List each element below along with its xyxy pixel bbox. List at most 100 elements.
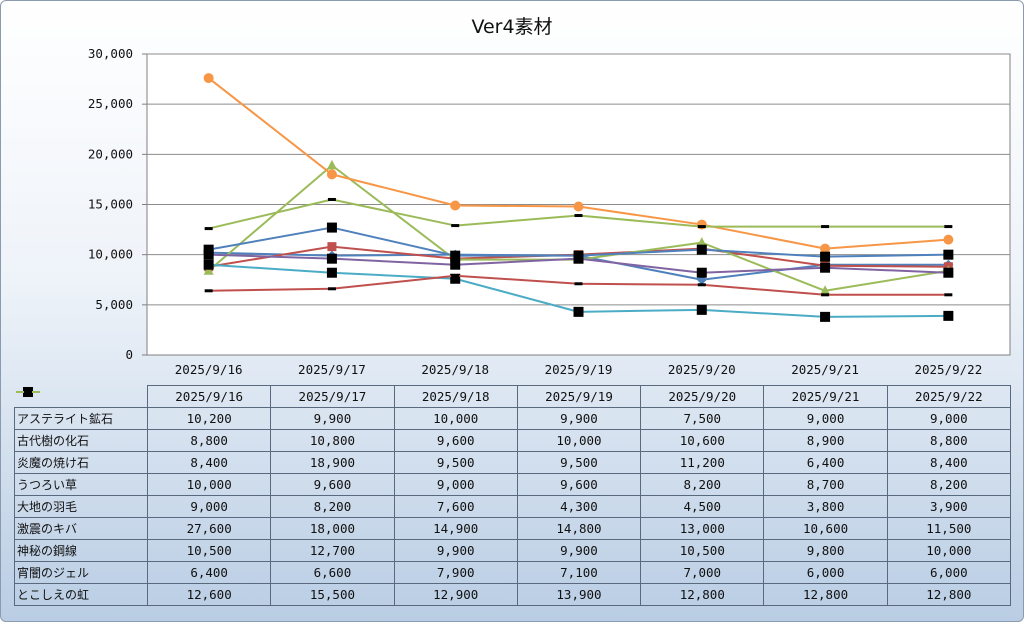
- legend-marker: [23, 390, 32, 393]
- table-cell: 12,900: [393, 583, 518, 606]
- y-tick-label: 20,000: [88, 146, 133, 161]
- data-point: [451, 274, 460, 278]
- table-cell: 9,500: [393, 451, 518, 474]
- table-cell: 12,800: [640, 583, 765, 606]
- table-column-header: 2025/9/16: [146, 385, 272, 408]
- series-name: 神秘の鋼線: [17, 544, 78, 558]
- table-cell: 9,000: [886, 407, 1011, 430]
- table-row: 炎魔の焼け石 8,400 18,900 9,500 9,500 11,200 6,400 8,…: [14, 386, 1011, 474]
- y-tick-label: 30,000: [88, 46, 133, 61]
- table-column-header: 2025/9/21: [763, 385, 888, 408]
- table-cell: 13,000: [640, 517, 765, 540]
- x-tick-label: 2025/9/18: [421, 362, 489, 377]
- x-tick-label: 2025/9/16: [175, 362, 243, 377]
- series-name: うつろい草: [17, 478, 78, 492]
- data-point: [943, 310, 954, 321]
- table-cell: 9,500: [516, 451, 642, 474]
- data-point: [326, 222, 337, 233]
- x-tick-label: 2025/9/21: [791, 362, 859, 377]
- data-point: [450, 200, 461, 211]
- table-cell: 3,900: [886, 495, 1011, 518]
- table-cell: 14,900: [393, 517, 518, 540]
- data-point: [326, 267, 337, 278]
- data-point: [696, 244, 707, 255]
- data-point: [574, 282, 583, 286]
- chart-title: Ver4素材: [471, 16, 553, 38]
- table-cell: 9,600: [393, 429, 518, 452]
- table-cell: 8,800: [886, 429, 1011, 452]
- data-point: [203, 259, 214, 270]
- y-tick-label: 0: [125, 347, 133, 362]
- table-row: 宵闇のジェル 6,400 6,600 7,900 7,100 7,000 6,000 6,00…: [14, 390, 1011, 584]
- table-cell: 7,900: [393, 561, 518, 584]
- table-cell: 9,600: [270, 473, 395, 496]
- series-5: [203, 259, 954, 322]
- table-column-header: 2025/9/22: [886, 385, 1011, 408]
- table-cell: 8,200: [640, 473, 765, 496]
- series-name-cell: アステライト鉱石: [14, 386, 148, 430]
- table-cell: 8,400: [886, 451, 1011, 474]
- series-name-cell: 炎魔の焼け石: [14, 386, 148, 474]
- table-cell: 9,000: [393, 473, 518, 496]
- table-column-header: 2025/9/17: [270, 385, 395, 408]
- series-name: とこしえの虹: [17, 588, 90, 602]
- x-tick-label: 2025/9/20: [668, 362, 736, 377]
- data-point: [820, 251, 831, 262]
- data-point: [820, 262, 831, 273]
- table-cell: 10,800: [270, 429, 395, 452]
- table-cell: 12,600: [146, 583, 272, 606]
- table-cell: 8,900: [763, 429, 888, 452]
- series-name-cell: 古代樹の化石: [14, 387, 148, 452]
- legend-key: [15, 390, 40, 393]
- data-point: [821, 293, 830, 297]
- data-point: [574, 214, 583, 218]
- table-row: 激震のキバ 27,600 18,000 14,900 14,800 13,000 10,60…: [14, 386, 1011, 540]
- table-cell: 9,000: [146, 495, 272, 518]
- series-name-cell: 神秘の鋼線: [14, 386, 148, 562]
- table-cell: 3,800: [763, 495, 888, 518]
- table-row: 大地の羽毛 9,000 8,200 7,600 4,300 4,500 3,800 3,900: [14, 386, 1011, 518]
- table-cell: 7,100: [516, 561, 642, 584]
- table-row: 神秘の鋼線 10,500 12,700 9,900 9,900 10,500 9,800 10…: [14, 386, 1011, 562]
- table-cell: 11,500: [886, 517, 1011, 540]
- table-cell: 14,800: [516, 517, 642, 540]
- table-cell: 9,900: [393, 539, 518, 562]
- table-cell: 13,900: [516, 583, 642, 606]
- table-cell: 6,400: [146, 561, 272, 584]
- table-cell: 9,900: [516, 407, 642, 430]
- table-column-header: 2025/9/20: [640, 385, 765, 408]
- series-name: 大地の羽毛: [17, 500, 78, 514]
- table-cell: 27,600: [146, 517, 272, 540]
- data-point: [697, 225, 706, 229]
- data-point: [573, 250, 584, 261]
- table-cell: 12,800: [763, 583, 888, 606]
- data-point: [944, 293, 953, 297]
- table-cell: 8,200: [886, 473, 1011, 496]
- table-cell: 10,500: [146, 539, 272, 562]
- data-point: [203, 73, 214, 84]
- data-point: [204, 227, 213, 231]
- series-name-cell: うつろい草: [14, 386, 148, 496]
- x-tick-label: 2025/9/17: [298, 362, 366, 377]
- table-cell: 7,500: [640, 407, 765, 430]
- table-cell: 4,500: [640, 495, 765, 518]
- table-column-header: 2025/9/19: [516, 385, 642, 408]
- table-cell: 7,000: [640, 561, 765, 584]
- table-cell: 10,200: [146, 407, 272, 430]
- data-point: [943, 249, 954, 260]
- x-tick-label: 2025/9/22: [914, 362, 982, 377]
- table-cell: 18,900: [270, 451, 395, 474]
- data-point: [821, 225, 830, 229]
- table-cell: 12,800: [886, 583, 1011, 606]
- table-cell: 15,500: [270, 583, 395, 606]
- series-7: [203, 222, 954, 262]
- series-name-cell: 激震のキバ: [14, 386, 148, 540]
- table-column-header: 2025/9/18: [393, 385, 518, 408]
- x-tick-label: 2025/9/19: [545, 362, 613, 377]
- data-point: [203, 244, 214, 255]
- series-name: 炎魔の焼け石: [17, 456, 90, 470]
- table-row: うつろい草 10,000 9,600 9,000 9,600 8,200 8,700 8,20…: [14, 386, 1011, 496]
- data-point: [697, 283, 706, 287]
- series-name: 古代樹の化石: [17, 434, 90, 448]
